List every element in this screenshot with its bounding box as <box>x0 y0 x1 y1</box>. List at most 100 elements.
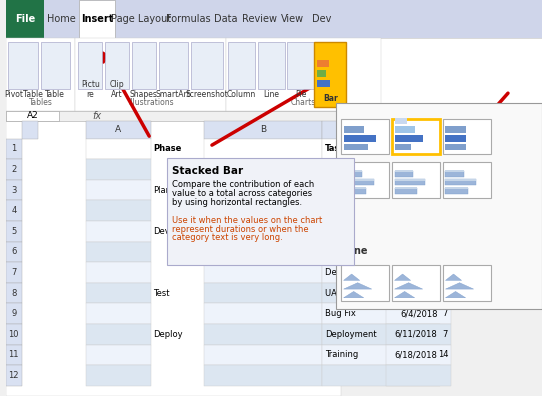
Bar <box>204 221 322 242</box>
Bar <box>204 180 322 200</box>
Bar <box>105 42 129 89</box>
Text: 7: 7 <box>11 268 16 277</box>
Text: Design: Design <box>325 206 354 215</box>
Bar <box>322 180 440 200</box>
Text: Pie: Pie <box>295 90 306 99</box>
Text: 2: 2 <box>11 165 16 174</box>
Text: 5/14/2018: 5/14/2018 <box>395 289 437 297</box>
Bar <box>6 121 341 396</box>
Text: UAT Test: UAT Test <box>325 289 360 297</box>
Bar <box>344 179 374 185</box>
Bar <box>204 303 322 324</box>
Bar <box>287 42 314 89</box>
Text: fx: fx <box>92 111 101 121</box>
Bar <box>6 38 542 111</box>
Text: Illustrations: Illustrations <box>128 98 173 107</box>
Bar <box>395 179 425 185</box>
Text: D: D <box>415 125 422 134</box>
Bar <box>386 345 451 365</box>
Text: Dev: Dev <box>313 14 332 24</box>
Text: 21: 21 <box>437 289 448 297</box>
Bar <box>86 345 151 365</box>
Bar <box>86 283 151 303</box>
Bar <box>317 60 328 67</box>
Bar <box>446 170 463 172</box>
Polygon shape <box>344 291 364 298</box>
Bar <box>191 42 223 89</box>
Bar <box>386 262 451 283</box>
Text: Column: Column <box>227 90 256 99</box>
Bar <box>395 126 415 133</box>
Bar <box>75 38 225 111</box>
Polygon shape <box>446 274 462 280</box>
Bar <box>446 171 463 177</box>
Bar <box>86 303 151 324</box>
Text: represent durations or when the: represent durations or when the <box>172 225 308 234</box>
Bar <box>6 180 22 200</box>
Bar <box>386 283 451 303</box>
Text: Bug Fix: Bug Fix <box>325 309 356 318</box>
Bar <box>6 0 542 38</box>
Text: Charts: Charts <box>291 98 316 107</box>
Text: Development: Development <box>325 227 382 236</box>
Bar <box>341 119 389 154</box>
Bar <box>392 162 440 198</box>
Bar <box>443 119 491 154</box>
Text: category text is very long.: category text is very long. <box>172 233 283 242</box>
Bar <box>392 119 440 154</box>
Bar <box>386 365 451 386</box>
Bar <box>317 80 330 87</box>
Text: 6/4/2018: 6/4/2018 <box>400 309 437 318</box>
Text: Plan: Plan <box>153 186 171 194</box>
Bar <box>322 365 440 386</box>
Text: Tables: Tables <box>29 98 53 107</box>
Text: Unit Test: Unit Test <box>325 248 361 256</box>
Bar <box>322 159 440 180</box>
Text: 7: 7 <box>443 309 448 318</box>
Bar <box>204 121 322 139</box>
Text: Compare the contribution of each: Compare the contribution of each <box>172 180 314 189</box>
Bar <box>446 179 476 185</box>
Bar <box>6 38 75 111</box>
Bar <box>204 159 322 180</box>
Bar <box>386 180 451 200</box>
Text: by using horizontal rectangles.: by using horizontal rectangles. <box>172 198 302 207</box>
Bar <box>225 38 381 111</box>
Text: Task: Task <box>325 145 346 153</box>
Bar <box>86 139 151 159</box>
Bar <box>228 42 255 89</box>
Bar <box>392 265 440 301</box>
Bar <box>386 159 451 180</box>
Bar <box>204 324 322 345</box>
Text: Duration: Duration <box>396 165 437 174</box>
Bar <box>446 126 466 133</box>
Bar <box>204 139 322 159</box>
Bar <box>204 242 322 262</box>
Bar <box>446 179 476 181</box>
Text: SmartArt: SmartArt <box>156 90 191 99</box>
Text: 6/18/2018: 6/18/2018 <box>395 350 437 359</box>
Bar <box>86 200 151 221</box>
Bar <box>395 144 411 150</box>
Bar <box>386 242 451 262</box>
Bar <box>344 144 367 150</box>
Text: Review: Review <box>242 14 276 24</box>
Bar <box>132 42 156 89</box>
Text: Insert: Insert <box>81 14 113 24</box>
Bar <box>79 0 115 38</box>
Bar <box>322 303 440 324</box>
Bar <box>86 262 151 283</box>
Bar <box>322 121 440 139</box>
Text: 2/12/2: 2/12/2 <box>411 206 437 215</box>
Bar <box>386 324 451 345</box>
Text: View: View <box>281 14 304 24</box>
Text: File: File <box>15 14 35 24</box>
Text: 4/30/2: 4/30/2 <box>410 248 437 256</box>
Polygon shape <box>344 274 360 280</box>
Text: Test: Test <box>153 289 170 297</box>
Bar <box>86 242 151 262</box>
Text: 12: 12 <box>9 371 19 380</box>
Polygon shape <box>395 291 415 298</box>
Bar <box>322 242 440 262</box>
Text: 5/7/2: 5/7/2 <box>416 268 437 277</box>
